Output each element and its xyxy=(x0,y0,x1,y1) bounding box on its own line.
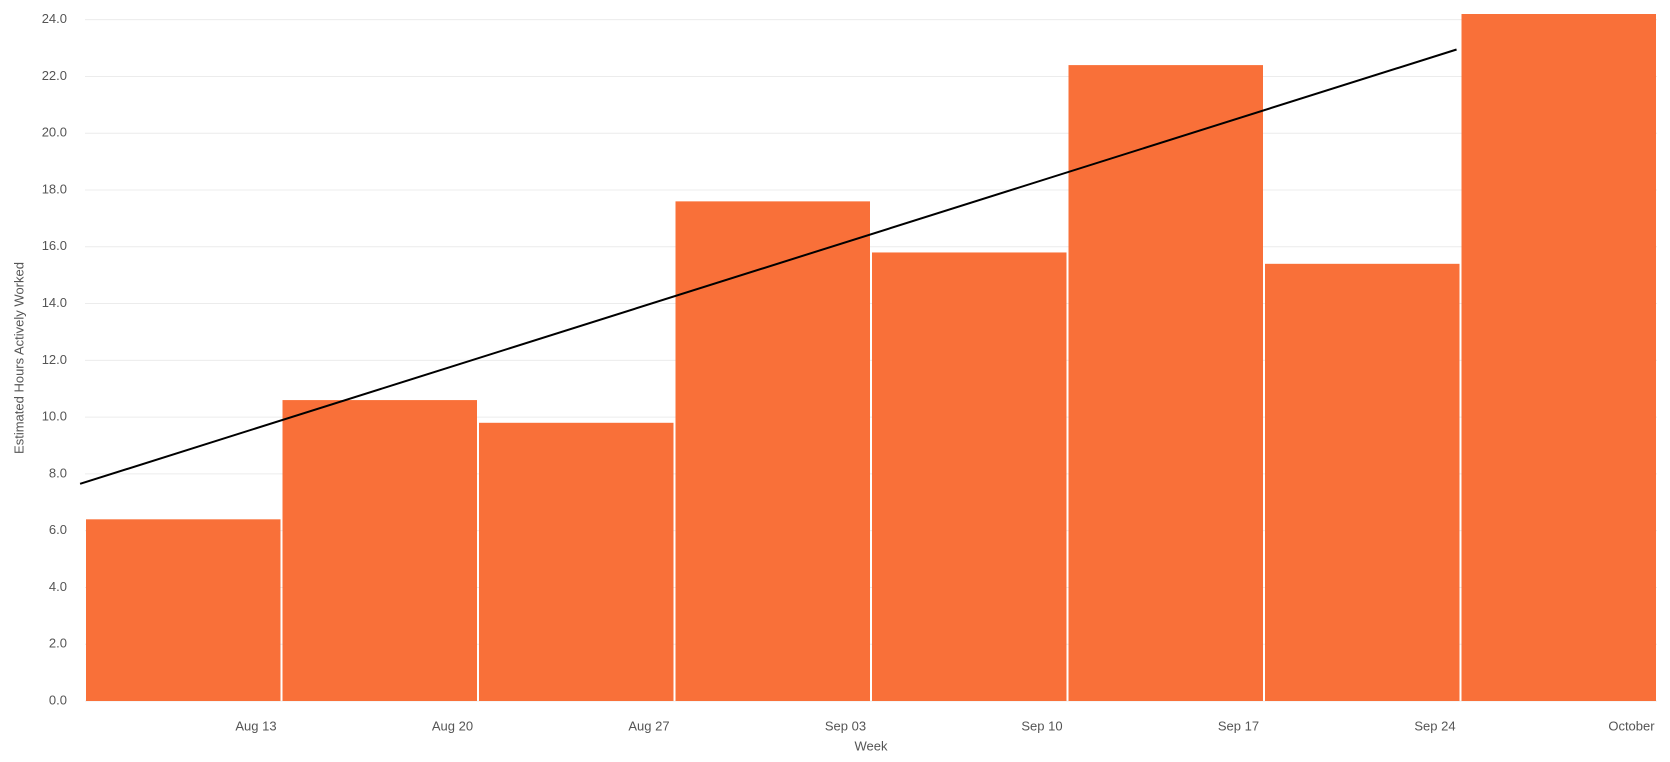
x-tick-label: Sep 24 xyxy=(1414,718,1455,733)
y-tick-label: 20.0 xyxy=(42,125,67,140)
y-tick-label: 22.0 xyxy=(42,68,67,83)
x-tick-label: Sep 10 xyxy=(1021,718,1062,733)
y-tick-label: 8.0 xyxy=(49,465,67,480)
x-tick-label: October xyxy=(1608,718,1655,733)
bar xyxy=(1068,65,1263,701)
x-axis-title: Week xyxy=(855,738,888,753)
y-tick-label: 16.0 xyxy=(42,238,67,253)
trend-line xyxy=(79,48,1457,485)
y-tick-label: 0.0 xyxy=(49,692,67,707)
bar xyxy=(675,201,870,701)
bar xyxy=(479,422,674,701)
x-tick-label: Aug 27 xyxy=(628,718,669,733)
bar xyxy=(86,519,281,701)
y-tick-label: 24.0 xyxy=(42,11,67,26)
bar xyxy=(1265,263,1460,701)
y-tick-label: 6.0 xyxy=(49,522,67,537)
bar xyxy=(872,252,1067,701)
y-tick-label: 12.0 xyxy=(42,352,67,367)
y-tick-label: 14.0 xyxy=(42,295,67,310)
y-axis-title: Estimated Hours Actively Worked xyxy=(11,262,26,454)
x-tick-label: Sep 17 xyxy=(1218,718,1259,733)
y-tick-label: 10.0 xyxy=(42,409,67,424)
x-tick-label: Aug 13 xyxy=(235,718,276,733)
bar xyxy=(1461,14,1656,701)
bar xyxy=(282,400,477,701)
y-tick-label: 2.0 xyxy=(49,636,67,651)
y-tick-label: 4.0 xyxy=(49,579,67,594)
x-tick-label: Aug 20 xyxy=(432,718,473,733)
x-tick-label: Sep 03 xyxy=(825,718,866,733)
y-tick-label: 18.0 xyxy=(42,181,67,196)
